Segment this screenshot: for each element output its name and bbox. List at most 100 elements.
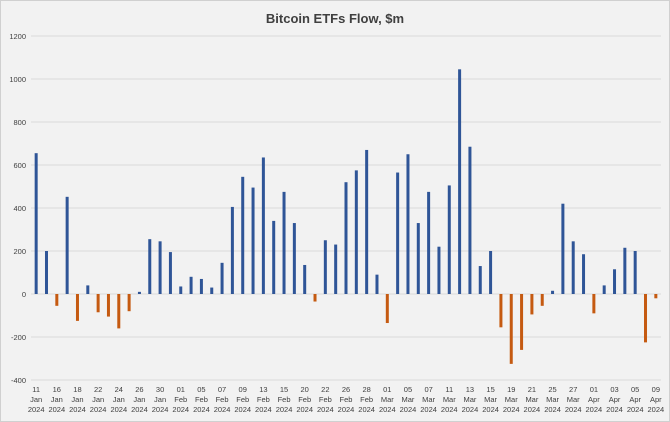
x-tick-label: 15 Feb 2024 <box>276 385 293 414</box>
x-tick-label: 01 Feb 2024 <box>172 385 189 414</box>
x-tick-label: 30 Jan 2024 <box>152 385 169 414</box>
bar <box>65 196 69 294</box>
x-tick-label: 07 Feb 2024 <box>214 385 231 414</box>
bar <box>323 240 327 294</box>
bar <box>602 285 606 294</box>
x-tick-label: 28 Feb 2024 <box>358 385 375 414</box>
bar <box>251 187 255 294</box>
y-tick-label: 1000 <box>9 75 26 84</box>
bar <box>509 294 513 364</box>
bar <box>654 294 658 299</box>
y-tick-label: 1200 <box>9 32 26 41</box>
x-tick-label: 21 Mar 2024 <box>524 385 541 414</box>
x-tick-label: 11 Jan 2024 <box>28 385 45 414</box>
x-tick-label: 07 Mar 2024 <box>420 385 437 414</box>
y-axis-tick-labels: 1200 1000 800 600 400 200 0 -200 -400 <box>9 32 26 385</box>
x-tick-label: 19 Mar 2024 <box>503 385 520 414</box>
y-tick-label: -400 <box>11 376 26 385</box>
bar <box>385 294 389 324</box>
bar <box>292 223 296 294</box>
bar <box>458 69 462 294</box>
bar <box>427 191 431 294</box>
bar <box>354 170 358 294</box>
bar <box>633 251 637 294</box>
x-tick-label: 25 Mar 2024 <box>544 385 561 414</box>
bar <box>313 294 317 302</box>
chart-title: Bitcoin ETFs Flow, $m <box>266 11 404 26</box>
bar <box>282 191 286 294</box>
bar <box>230 206 234 294</box>
bar <box>220 262 224 294</box>
bar <box>499 294 503 328</box>
bar <box>168 252 172 294</box>
bar <box>241 176 245 294</box>
bar <box>416 223 420 294</box>
bar <box>582 254 586 294</box>
bar <box>44 251 48 294</box>
bars <box>34 69 658 364</box>
x-tick-label: 05 Mar 2024 <box>400 385 417 414</box>
y-tick-label: 600 <box>13 161 26 170</box>
bar <box>365 149 369 294</box>
bar <box>406 154 410 294</box>
bar <box>137 291 141 294</box>
bar <box>261 157 265 294</box>
bar <box>210 287 214 294</box>
bar <box>613 269 617 294</box>
bar <box>34 153 38 294</box>
bar <box>96 294 100 313</box>
y-tick-label: 400 <box>13 204 26 213</box>
bar <box>334 244 338 294</box>
x-tick-label: 13 Feb 2024 <box>255 385 272 414</box>
bar <box>189 276 193 294</box>
x-tick-label: 05 Apr 2024 <box>627 385 644 414</box>
bar <box>437 246 441 294</box>
x-tick-label: 03 Apr 2024 <box>606 385 623 414</box>
x-tick-label: 18 Jan 2024 <box>69 385 86 414</box>
bar <box>520 294 524 350</box>
bar <box>540 294 544 306</box>
x-tick-label: 20 Feb 2024 <box>296 385 313 414</box>
x-tick-label: 01 Apr 2024 <box>586 385 603 414</box>
bar <box>561 203 565 294</box>
bar <box>447 185 451 294</box>
y-tick-label: -200 <box>11 333 26 342</box>
bar <box>127 294 131 312</box>
x-tick-label: 27 Mar 2024 <box>565 385 582 414</box>
bar <box>571 241 575 294</box>
x-tick-label: 15 Mar 2024 <box>482 385 499 414</box>
x-tick-label: 22 Feb 2024 <box>317 385 334 414</box>
bar <box>468 146 472 294</box>
bar <box>375 274 379 294</box>
x-tick-label: 13 Mar 2024 <box>462 385 479 414</box>
y-tick-label: 0 <box>22 290 26 299</box>
x-tick-label: 09 Apr 2024 <box>647 385 664 414</box>
bar <box>199 278 203 294</box>
bar <box>592 294 596 314</box>
x-tick-label: 24 Jan 2024 <box>110 385 127 414</box>
bar <box>644 294 648 343</box>
x-tick-label: 05 Feb 2024 <box>193 385 210 414</box>
bar <box>148 239 152 294</box>
bar <box>303 264 307 294</box>
x-tick-label: 11 Mar 2024 <box>441 385 458 414</box>
bar <box>344 182 348 294</box>
x-tick-label: 09 Feb 2024 <box>234 385 251 414</box>
bar <box>478 266 482 294</box>
bar <box>86 285 90 294</box>
bar <box>179 286 183 294</box>
bar <box>117 294 121 329</box>
bar <box>106 294 110 317</box>
bar <box>158 241 162 294</box>
bar <box>623 247 627 294</box>
bar <box>75 294 79 321</box>
bar <box>272 220 276 294</box>
bar <box>55 294 59 306</box>
y-tick-label: 200 <box>13 247 26 256</box>
bar <box>551 290 555 294</box>
bar <box>396 172 400 294</box>
bar <box>530 294 534 315</box>
